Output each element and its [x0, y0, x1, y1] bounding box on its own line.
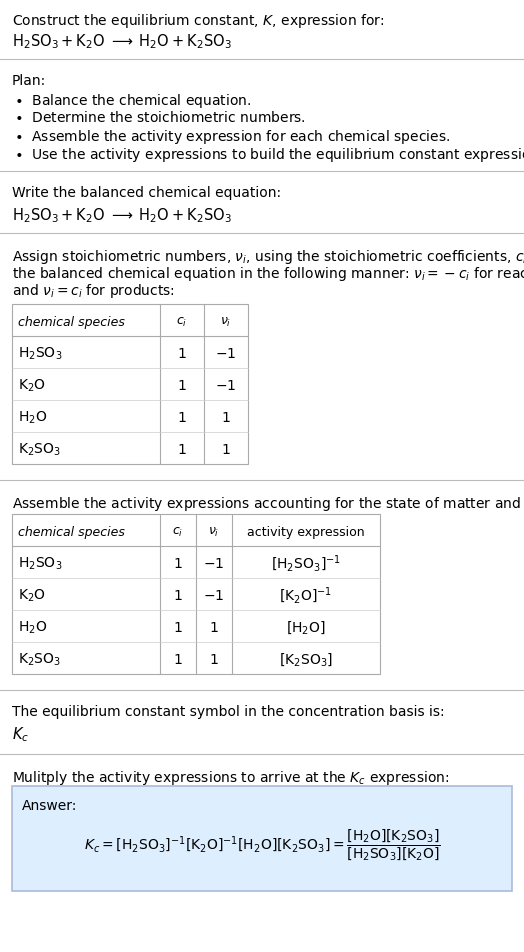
Text: $\mathrm{K_2SO_3}$: $\mathrm{K_2SO_3}$ — [18, 441, 61, 457]
Text: the balanced chemical equation in the following manner: $\nu_i = -c_i$ for react: the balanced chemical equation in the fo… — [12, 265, 524, 283]
Text: $[\mathrm{H_2SO_3}]^{-1}$: $[\mathrm{H_2SO_3}]^{-1}$ — [271, 553, 341, 573]
Text: $\bullet$  Determine the stoichiometric numbers.: $\bullet$ Determine the stoichiometric n… — [14, 109, 306, 125]
Text: 1: 1 — [173, 588, 182, 602]
Text: $\mathrm{K_2SO_3}$: $\mathrm{K_2SO_3}$ — [18, 651, 61, 667]
Text: $\bullet$  Use the activity expressions to build the equilibrium constant expres: $\bullet$ Use the activity expressions t… — [14, 146, 524, 164]
Text: $[\mathrm{K_2O}]^{-1}$: $[\mathrm{K_2O}]^{-1}$ — [279, 585, 333, 605]
Text: $\mathrm{H_2SO_3 + K_2O \;\longrightarrow\; H_2O + K_2SO_3}$: $\mathrm{H_2SO_3 + K_2O \;\longrightarro… — [12, 32, 232, 50]
Text: Plan:: Plan: — [12, 74, 46, 88]
Text: 1: 1 — [173, 620, 182, 634]
Text: Assemble the activity expressions accounting for the state of matter and $\nu_i$: Assemble the activity expressions accoun… — [12, 494, 524, 512]
Text: Mulitply the activity expressions to arrive at the $K_c$ expression:: Mulitply the activity expressions to arr… — [12, 768, 450, 786]
Text: $1$: $1$ — [209, 620, 219, 634]
Text: $\nu_i$: $\nu_i$ — [209, 526, 220, 539]
Text: $\nu_i$: $\nu_i$ — [220, 316, 232, 328]
Text: Assign stoichiometric numbers, $\nu_i$, using the stoichiometric coefficients, $: Assign stoichiometric numbers, $\nu_i$, … — [12, 248, 524, 266]
Text: $\mathrm{K_2O}$: $\mathrm{K_2O}$ — [18, 377, 46, 393]
Text: $-1$: $-1$ — [203, 556, 225, 570]
Text: $\mathrm{H_2SO_3}$: $\mathrm{H_2SO_3}$ — [18, 345, 62, 362]
Text: $K_c$: $K_c$ — [12, 724, 29, 743]
Text: $[\mathrm{H_2O}]$: $[\mathrm{H_2O}]$ — [286, 619, 326, 635]
Text: $\bullet$  Balance the chemical equation.: $\bullet$ Balance the chemical equation. — [14, 92, 251, 109]
Text: chemical species: chemical species — [18, 526, 125, 539]
Text: Write the balanced chemical equation:: Write the balanced chemical equation: — [12, 186, 281, 200]
Text: $\mathrm{H_2O}$: $\mathrm{H_2O}$ — [18, 409, 47, 426]
Text: $\mathrm{H_2SO_3}$: $\mathrm{H_2SO_3}$ — [18, 555, 62, 571]
Text: The equilibrium constant symbol in the concentration basis is:: The equilibrium constant symbol in the c… — [12, 704, 445, 718]
Text: and $\nu_i = c_i$ for products:: and $\nu_i = c_i$ for products: — [12, 282, 175, 300]
Text: Construct the equilibrium constant, $K$, expression for:: Construct the equilibrium constant, $K$,… — [12, 12, 385, 30]
Text: $1$: $1$ — [221, 410, 231, 425]
Text: Answer:: Answer: — [22, 798, 78, 812]
Text: chemical species: chemical species — [18, 316, 125, 328]
Text: 1: 1 — [173, 556, 182, 570]
Text: $[\mathrm{K_2SO_3}]$: $[\mathrm{K_2SO_3}]$ — [279, 650, 333, 667]
Text: 1: 1 — [173, 652, 182, 666]
Text: $K_c = [\mathrm{H_2SO_3}]^{-1} [\mathrm{K_2O}]^{-1} [\mathrm{H_2O}][\mathrm{K_2S: $K_c = [\mathrm{H_2SO_3}]^{-1} [\mathrm{… — [84, 826, 440, 862]
Text: $\bullet$  Assemble the activity expression for each chemical species.: $\bullet$ Assemble the activity expressi… — [14, 128, 451, 146]
Text: $c_i$: $c_i$ — [177, 316, 188, 328]
Text: $\mathrm{H_2SO_3 + K_2O \;\longrightarrow\; H_2O + K_2SO_3}$: $\mathrm{H_2SO_3 + K_2O \;\longrightarro… — [12, 206, 232, 225]
Text: $\mathrm{K_2O}$: $\mathrm{K_2O}$ — [18, 586, 46, 604]
Text: 1: 1 — [178, 378, 187, 392]
Text: 1: 1 — [178, 442, 187, 456]
Text: activity expression: activity expression — [247, 526, 365, 539]
Bar — [12, 786, 512, 891]
Text: $c_i$: $c_i$ — [172, 526, 183, 539]
Text: $1$: $1$ — [209, 652, 219, 666]
Text: 1: 1 — [178, 410, 187, 425]
Text: $-1$: $-1$ — [215, 378, 237, 392]
Text: $1$: $1$ — [221, 442, 231, 456]
Text: 1: 1 — [178, 347, 187, 360]
Text: $-1$: $-1$ — [203, 588, 225, 602]
Bar — [12, 514, 380, 674]
Text: $\mathrm{H_2O}$: $\mathrm{H_2O}$ — [18, 619, 47, 635]
Bar — [12, 305, 248, 465]
Text: $-1$: $-1$ — [215, 347, 237, 360]
